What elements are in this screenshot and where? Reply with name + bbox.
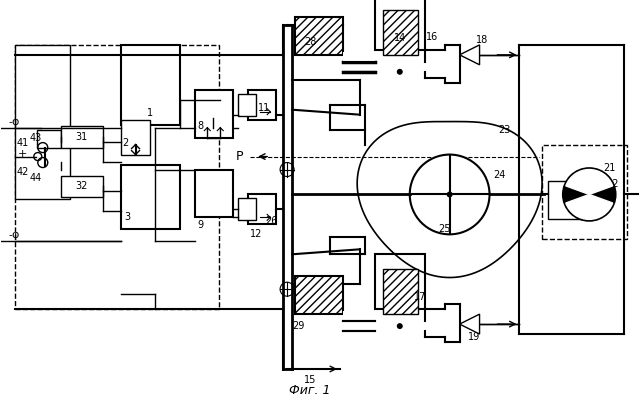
Bar: [375, 254, 425, 309]
Bar: [120, 45, 180, 124]
Text: 29: 29: [292, 321, 304, 331]
Bar: [61, 176, 102, 198]
Bar: [238, 198, 256, 220]
Bar: [195, 90, 233, 138]
Text: 21: 21: [603, 162, 616, 172]
Text: 17: 17: [413, 292, 426, 302]
Text: 23: 23: [499, 124, 511, 134]
Text: -φ: -φ: [9, 230, 20, 240]
Circle shape: [447, 192, 452, 198]
Text: 22: 22: [606, 180, 618, 190]
Circle shape: [397, 69, 403, 75]
Bar: [343, 311, 375, 321]
Text: 14: 14: [394, 33, 406, 43]
Text: 28: 28: [304, 37, 316, 47]
Text: 1: 1: [147, 108, 154, 118]
Text: 25: 25: [438, 224, 451, 234]
Bar: [120, 164, 180, 229]
Text: 8: 8: [197, 120, 204, 130]
Text: 19: 19: [468, 332, 481, 342]
Text: -φ: -φ: [9, 117, 20, 126]
Polygon shape: [357, 122, 542, 278]
Bar: [238, 94, 256, 116]
Bar: [542, 144, 627, 239]
Text: 16: 16: [426, 32, 438, 42]
Bar: [36, 130, 61, 148]
Polygon shape: [460, 314, 479, 334]
Text: 26: 26: [266, 216, 278, 226]
Bar: [375, 0, 425, 50]
Text: 41: 41: [17, 138, 29, 148]
Text: 2: 2: [122, 138, 129, 148]
Bar: [61, 126, 102, 148]
Circle shape: [410, 154, 490, 234]
Text: 44: 44: [29, 172, 42, 182]
Bar: [383, 269, 418, 314]
Text: 24: 24: [493, 170, 506, 180]
Text: 32: 32: [76, 182, 88, 192]
Bar: [15, 45, 70, 200]
Text: 11: 11: [258, 103, 270, 113]
Text: 43: 43: [29, 132, 42, 142]
Bar: [295, 17, 343, 55]
Text: 15: 15: [304, 375, 316, 385]
Text: 31: 31: [76, 132, 88, 142]
Bar: [15, 45, 220, 309]
Bar: [248, 194, 276, 224]
Bar: [120, 120, 150, 154]
Bar: [383, 10, 418, 55]
Wedge shape: [566, 170, 612, 194]
Text: 42: 42: [17, 166, 29, 176]
Bar: [248, 90, 276, 120]
Text: 3: 3: [124, 212, 131, 222]
Bar: [195, 170, 233, 217]
Text: P: P: [236, 150, 243, 163]
Text: 18: 18: [476, 35, 489, 45]
Bar: [548, 182, 586, 219]
Bar: [295, 276, 343, 314]
Polygon shape: [460, 45, 479, 65]
Text: +: +: [18, 148, 28, 158]
Circle shape: [563, 168, 615, 220]
Text: Фиг. 1: Фиг. 1: [289, 384, 331, 397]
Bar: [343, 52, 375, 62]
Wedge shape: [566, 194, 612, 219]
Circle shape: [397, 323, 403, 329]
Text: 9: 9: [197, 220, 204, 230]
Text: 12: 12: [250, 229, 262, 239]
